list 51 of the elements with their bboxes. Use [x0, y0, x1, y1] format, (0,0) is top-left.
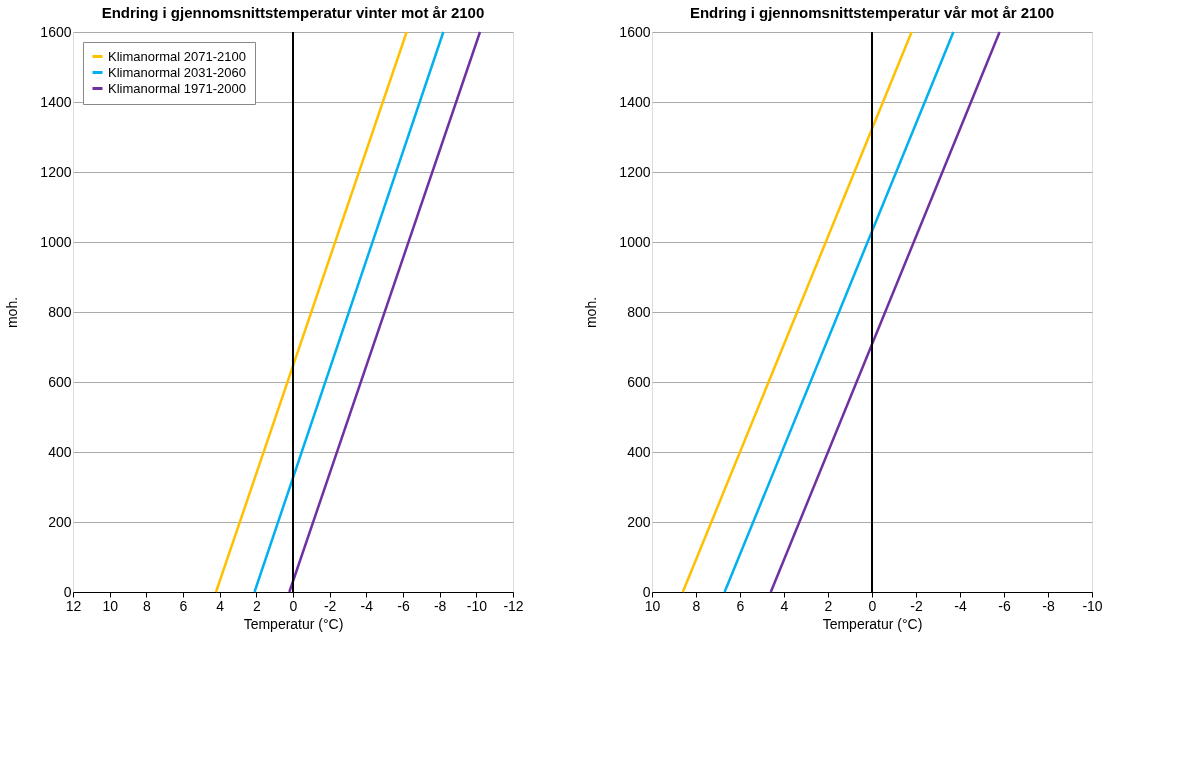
x-tick-label: -12 [503, 597, 524, 614]
y-tick-label: 600 [627, 373, 651, 390]
y-tick-label: 1000 [619, 233, 651, 250]
y-tick-label: 400 [48, 443, 72, 460]
x-tick-label: 6 [736, 597, 745, 614]
x-tick-label: -2 [910, 597, 923, 614]
x-tick-label: 2 [252, 597, 261, 614]
y-tick-label: 200 [48, 513, 72, 530]
x-tick-label: 8 [142, 597, 151, 614]
x-tick-label: -6 [998, 597, 1011, 614]
y-tick-label: 1200 [40, 163, 72, 180]
chart-title: Endring i gjennomsnittstemperatur vinter mot år 2100 [101, 4, 485, 21]
y-tick-label: 0 [642, 583, 651, 600]
y-tick-label: 1600 [40, 23, 72, 40]
legend-label: Klimanormal 2031-2060 [108, 64, 247, 80]
y-tick-label: 400 [627, 443, 651, 460]
chart-title: Endring i gjennomsnittstemperatur vår mot år 2100 [689, 4, 1055, 21]
x-tick-label: 8 [692, 597, 701, 614]
y-tick-label: 1400 [619, 93, 651, 110]
x-tick-label: 10 [102, 597, 119, 614]
x-tick-label: -8 [433, 597, 447, 614]
x-tick-label: 0 [868, 597, 877, 614]
x-tick-label: -4 [954, 597, 967, 614]
y-tick-label: 1200 [619, 163, 651, 180]
y-tick-label: 1600 [619, 23, 651, 40]
x-axis-title: Temperatur (°C) [822, 615, 923, 632]
y-tick-label: 800 [627, 303, 651, 320]
legend-label: Klimanormal 1971-2000 [108, 80, 247, 96]
x-tick-label: -4 [360, 597, 374, 614]
x-tick-label: 6 [179, 597, 188, 614]
y-tick-label: 0 [63, 583, 72, 600]
x-tick-label: 12 [65, 597, 82, 614]
x-tick-label: -8 [1042, 597, 1055, 614]
y-tick-label: 600 [48, 373, 72, 390]
legend-label: Klimanormal 2071-2100 [108, 48, 247, 64]
x-tick-label: 0 [289, 597, 298, 614]
y-axis-title: moh. [583, 296, 600, 329]
x-tick-label: -6 [397, 597, 410, 614]
x-tick-label: -2 [323, 597, 337, 614]
x-tick-label: 4 [216, 597, 225, 614]
y-axis-title: moh. [4, 296, 21, 329]
x-tick-label: 4 [780, 597, 789, 614]
x-axis-title: Temperatur (°C) [243, 615, 344, 632]
y-tick-label: 800 [48, 303, 72, 320]
x-tick-label: 10 [644, 597, 661, 614]
y-tick-label: 1400 [40, 93, 72, 110]
x-tick-label: -10 [1082, 597, 1103, 614]
y-tick-label: 200 [627, 513, 651, 530]
x-tick-label: 2 [824, 597, 833, 614]
y-tick-label: 1000 [40, 233, 72, 250]
x-tick-label: -10 [466, 597, 488, 614]
